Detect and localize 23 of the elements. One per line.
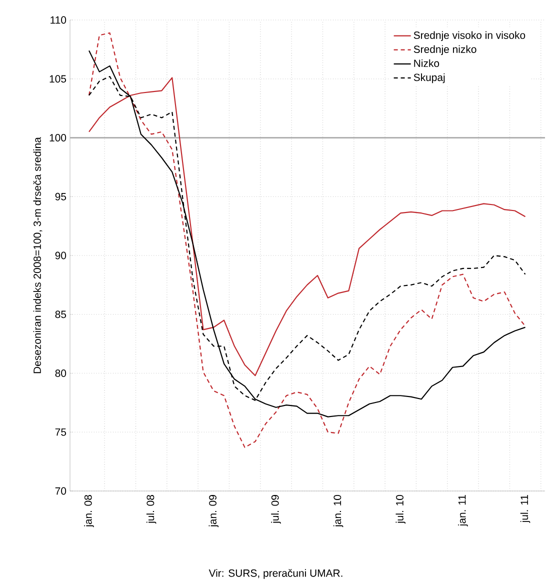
y-tick-label: 95 xyxy=(55,192,66,200)
y-tick-label: 85 xyxy=(55,310,66,318)
y-tick-label: 105 xyxy=(50,75,66,83)
x-tick-label: jan. 11 xyxy=(458,495,468,526)
legend-label: Nizko xyxy=(414,59,440,68)
y-tick-label: 75 xyxy=(55,428,66,436)
legend-label: Skupaj xyxy=(414,73,445,84)
y-tick-label: 80 xyxy=(55,370,66,377)
x-tick-label: jul. 09 xyxy=(271,495,281,524)
x-tick-label: jul. 11 xyxy=(520,495,530,523)
y-tick-label: 70 xyxy=(55,487,66,495)
legend-label: Srednje nizko xyxy=(414,45,476,56)
x-tick-label: jan. 10 xyxy=(333,494,344,528)
x-tick-label: jul. 10 xyxy=(396,494,406,524)
y-tick-label: 100 xyxy=(50,134,66,142)
text: Vir: SURS, preračuni UMAR. xyxy=(208,569,342,579)
x-tick-label: jul. 08 xyxy=(146,494,156,524)
x-tick-label: jan. 08 xyxy=(84,494,94,528)
legend-label: Srednje visoko in visoko xyxy=(414,31,526,41)
y-tick-label: 90 xyxy=(55,252,66,260)
y-tick-label: 110 xyxy=(50,16,66,24)
x-tick-label: jan. 09 xyxy=(208,495,219,528)
y-axis-title: Desezoniran indeks 2008=100, 3-m drseča sredina xyxy=(33,137,42,374)
